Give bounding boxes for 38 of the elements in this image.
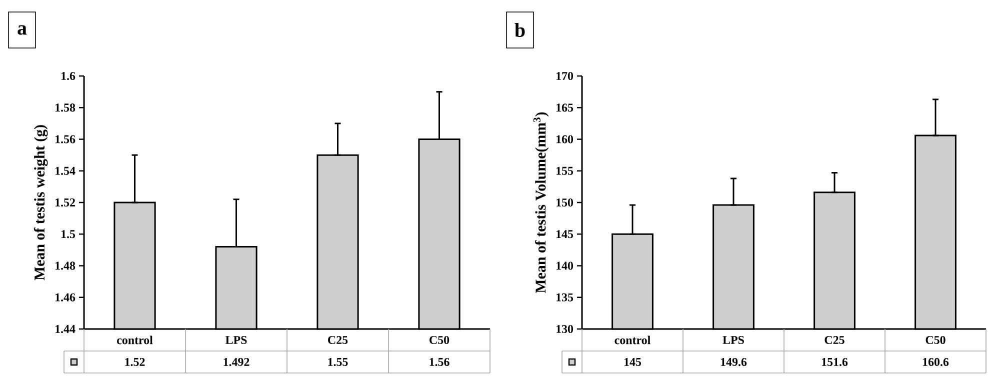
- y-tick-label: 1.46: [56, 293, 76, 302]
- data-label: 149.6: [721, 358, 747, 366]
- x-tick-label: C25: [328, 336, 348, 344]
- y-tick-label: 1.56: [56, 135, 76, 144]
- data-label: 1.52: [125, 358, 145, 366]
- y-tick-label: 165: [556, 104, 574, 112]
- x-tick-label: C50: [926, 336, 946, 344]
- y-tick-label: 1.44: [56, 324, 76, 334]
- y-tick-label: 1.48: [56, 262, 76, 270]
- y-tick-label: 135: [556, 293, 574, 302]
- y-tick-label: 1.58: [56, 104, 76, 112]
- y-tick-label: 1.6: [61, 72, 76, 80]
- y-tick-label: 160: [556, 135, 574, 144]
- x-tick-label: control: [614, 336, 650, 344]
- x-tick-label: LPS: [722, 336, 744, 344]
- data-label: 1.492: [224, 358, 250, 366]
- x-tick-label: LPS: [225, 336, 247, 344]
- x-tick-label: control: [117, 336, 153, 344]
- y-tick-label: 140: [556, 262, 574, 270]
- y-tick-label: 145: [556, 230, 574, 238]
- y-tick-label: 150: [556, 198, 574, 207]
- data-label: 1.55: [328, 358, 348, 366]
- y-axis-title: Mean of testis weight (g): [34, 125, 48, 280]
- chart-title: b: [514, 22, 525, 37]
- y-tick-label: 170: [556, 72, 574, 80]
- x-tick-label: C50: [430, 336, 450, 344]
- y-tick-label: 155: [556, 166, 574, 175]
- data-label: 145: [624, 358, 642, 366]
- y-axis-title: Mean of testis Volume(mm$^{3}$): [533, 112, 549, 294]
- data-label: 151.6: [822, 358, 848, 366]
- x-tick-label: C25: [824, 336, 844, 344]
- y-tick-label: 1.5: [61, 230, 76, 238]
- data-label: 160.6: [923, 358, 949, 366]
- y-tick-label: 1.54: [56, 166, 76, 175]
- data-label: 1.56: [430, 358, 450, 366]
- chart-title: a: [18, 25, 27, 35]
- y-tick-label: 130: [556, 324, 574, 334]
- y-tick-label: 1.52: [56, 198, 75, 207]
